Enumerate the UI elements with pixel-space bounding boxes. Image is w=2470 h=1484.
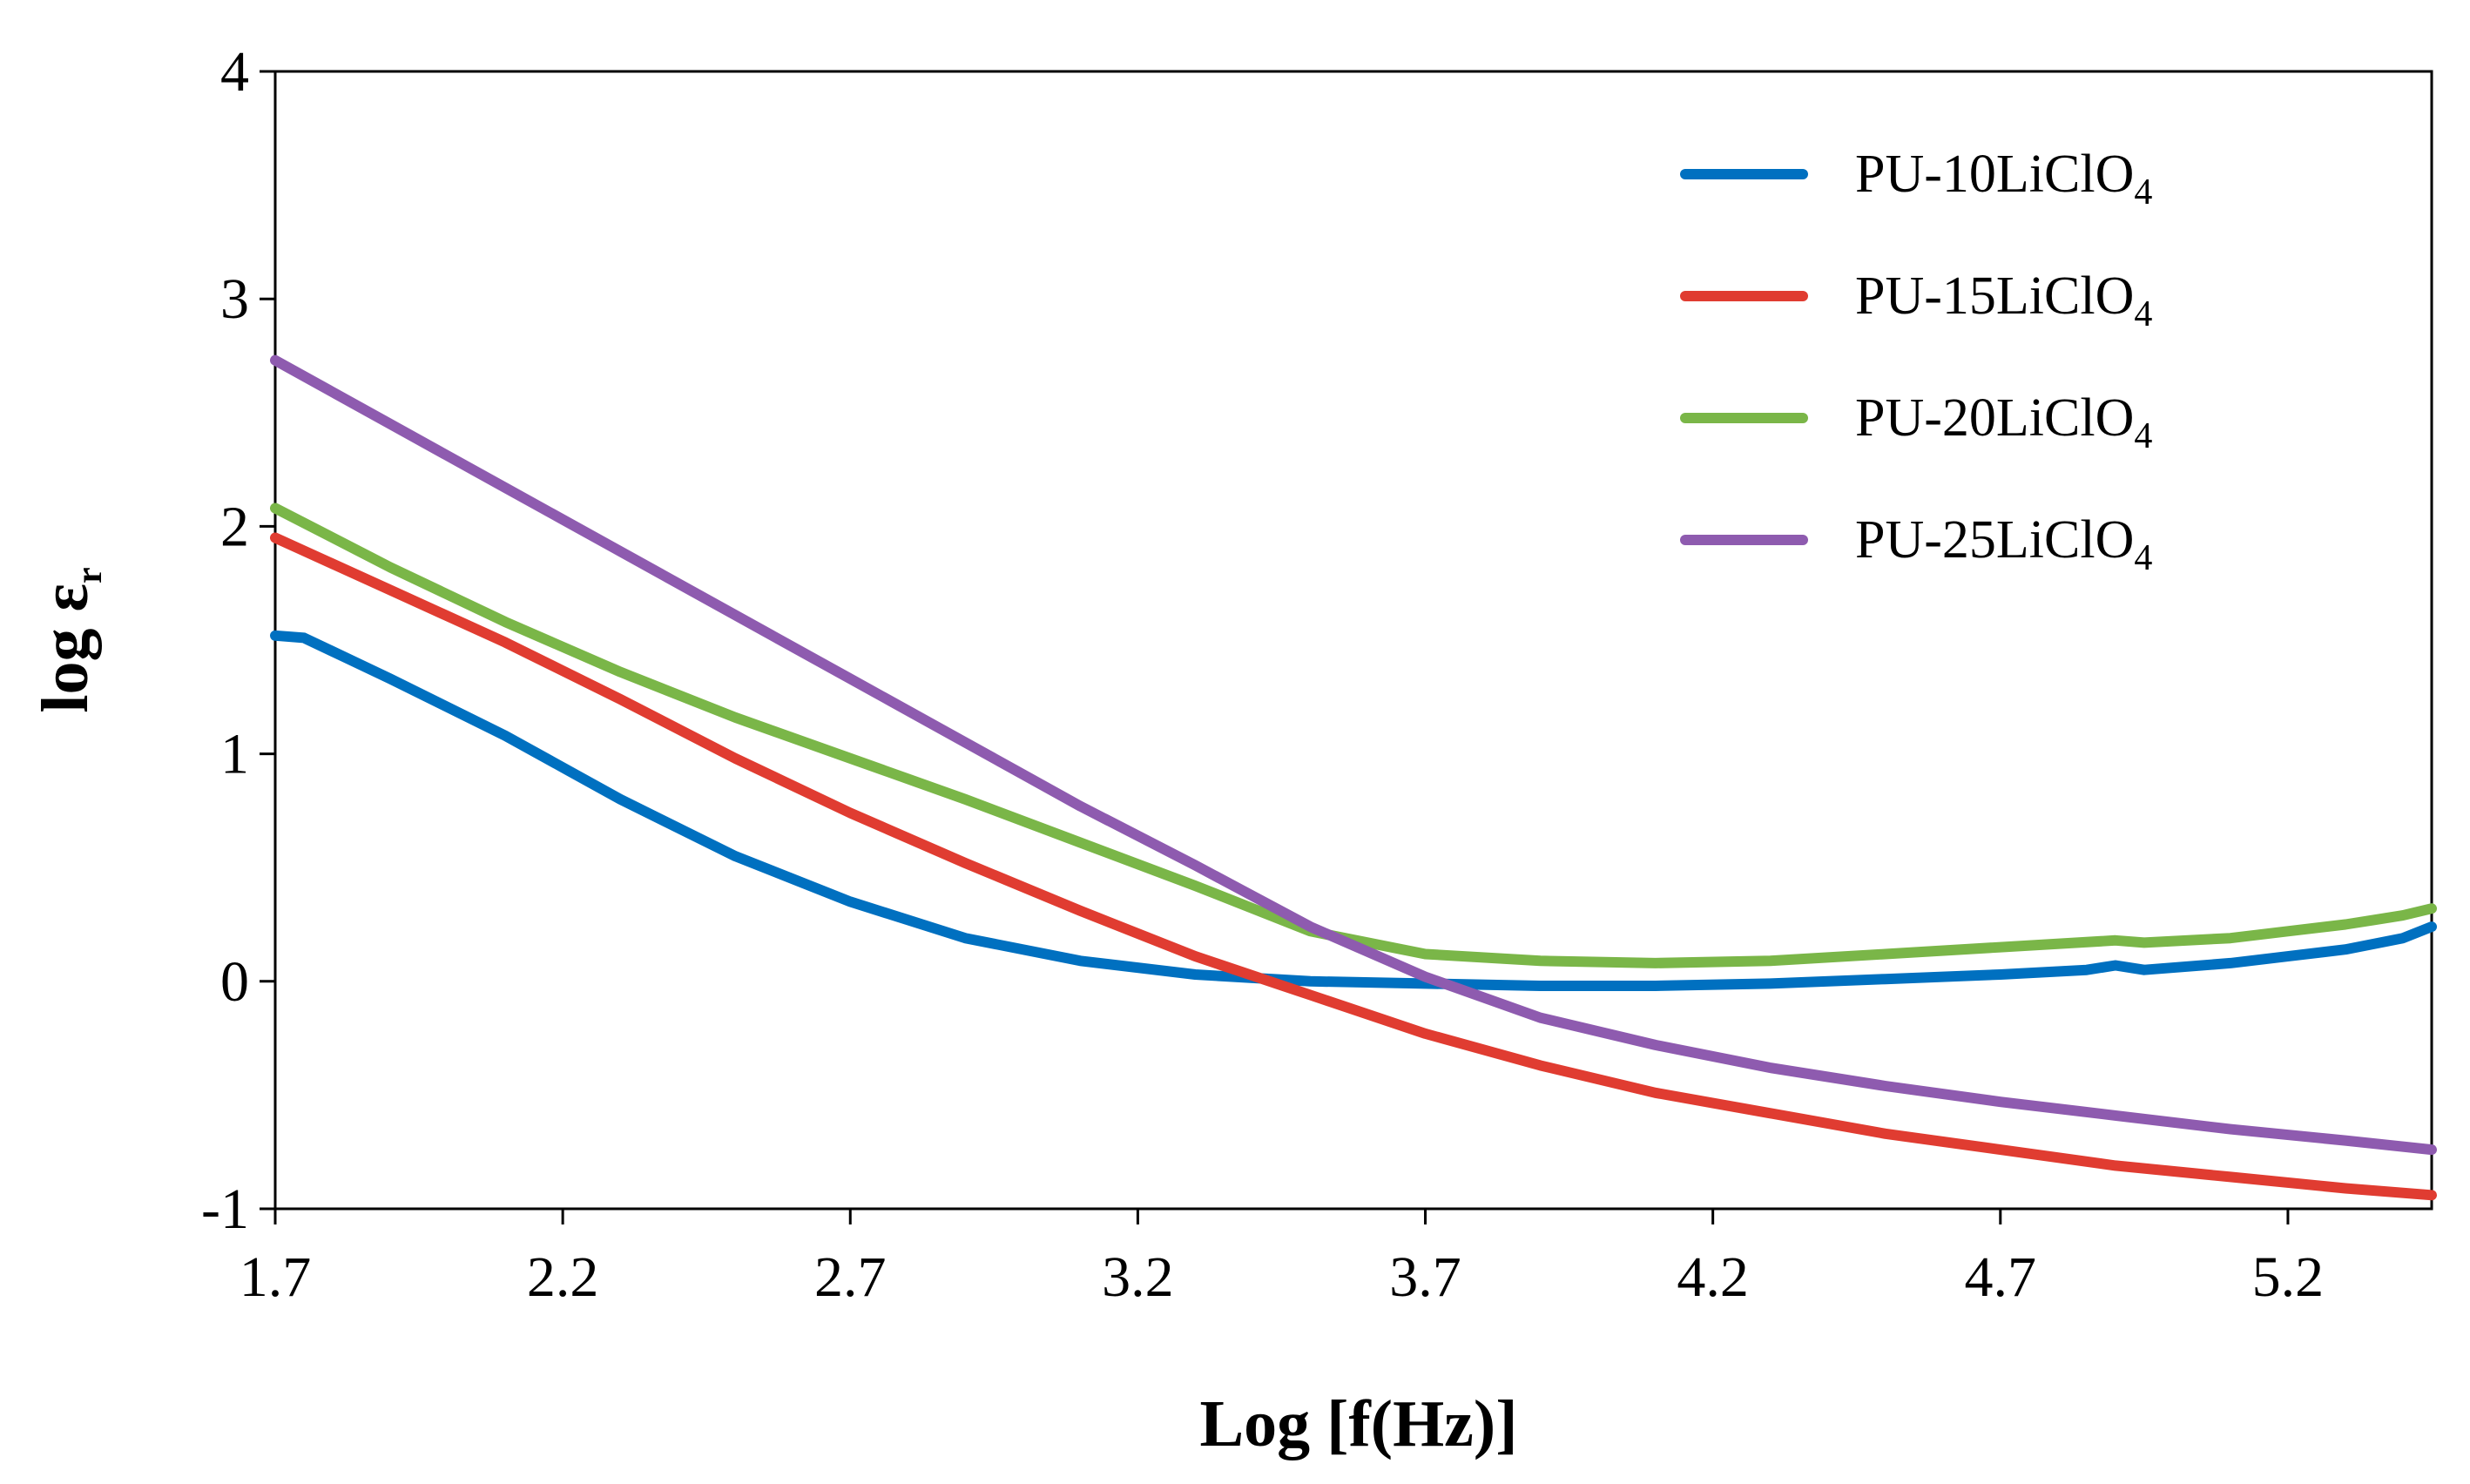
legend-label-4: PU-25LiClO4 <box>1855 510 2152 578</box>
y-tick-label: 2 <box>220 495 249 558</box>
svg-text:log εr: log εr <box>29 567 110 712</box>
series-line-3 <box>270 503 2437 968</box>
series-layer <box>270 354 2437 1201</box>
legend-label-2: PU-15LiClO4 <box>1855 266 2152 334</box>
x-tick-label: 2.2 <box>527 1245 599 1309</box>
series-line-1 <box>270 630 2437 991</box>
plot-area <box>273 70 2433 1211</box>
legend-label-3: PU-20LiClO4 <box>1855 388 2152 456</box>
x-tick-label: 2.7 <box>814 1245 887 1309</box>
legend-label-1: PU-10LiClO4 <box>1855 145 2152 212</box>
y-axis-title: log εr <box>29 567 110 712</box>
x-tick-label: 4.7 <box>1965 1245 2037 1309</box>
y-tick-label: -1 <box>201 1177 249 1241</box>
x-tick-label: 1.7 <box>240 1245 312 1309</box>
y-tick-label: 3 <box>220 267 249 331</box>
x-tick-label: 3.7 <box>1389 1245 1461 1309</box>
x-axis-title: Log [f(Hz)] <box>1199 1387 1517 1460</box>
x-tick-label: 4.2 <box>1677 1245 1749 1309</box>
x-tick-label: 3.2 <box>1102 1245 1174 1309</box>
x-tick-label: 5.2 <box>2252 1245 2325 1309</box>
y-tick-label: 4 <box>220 40 249 104</box>
y-tick-label: 0 <box>220 950 249 1014</box>
y-axis-ticks: -1 0 1 2 3 4 <box>201 40 275 1241</box>
series-line-4 <box>270 354 2437 1156</box>
series-line-2 <box>270 532 2437 1201</box>
y-tick-label: 1 <box>220 723 249 786</box>
y-axis-title-sub: r <box>70 567 110 583</box>
y-axis-title-main: log ε <box>29 583 102 713</box>
x-axis-ticks: 1.7 2.2 2.7 3.2 3.7 4.2 4.7 5.2 <box>240 1209 2324 1309</box>
legend: PU-10LiClO4 PU-15LiClO4 PU-20LiClO4 PU-25Li… <box>1680 145 2152 578</box>
